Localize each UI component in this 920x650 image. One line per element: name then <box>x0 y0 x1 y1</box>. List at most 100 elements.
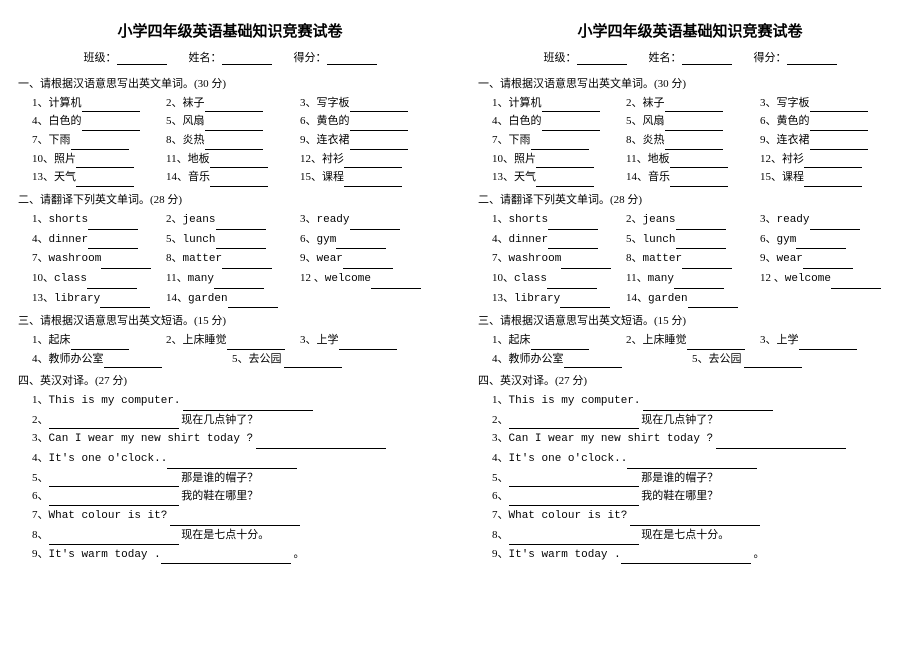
answer-blank[interactable] <box>49 415 179 429</box>
answer-blank[interactable] <box>643 397 773 411</box>
answer-blank[interactable] <box>183 397 313 411</box>
answer-blank[interactable] <box>76 154 134 168</box>
answer-blank[interactable] <box>542 98 600 112</box>
answer-blank[interactable] <box>216 235 266 249</box>
answer-blank[interactable] <box>71 336 129 350</box>
answer-blank[interactable] <box>88 235 138 249</box>
answer-blank[interactable] <box>205 136 263 150</box>
answer-blank[interactable] <box>343 255 393 269</box>
answer-blank[interactable] <box>100 294 150 308</box>
answer-blank[interactable] <box>344 173 402 187</box>
answer-blank[interactable] <box>170 512 300 526</box>
answer-blank[interactable] <box>205 117 263 131</box>
answer-blank[interactable] <box>214 275 264 289</box>
answer-blank[interactable] <box>561 255 611 269</box>
answer-blank[interactable] <box>665 117 723 131</box>
answer-blank[interactable] <box>167 455 297 469</box>
answer-blank[interactable] <box>670 154 728 168</box>
answer-blank[interactable] <box>205 98 263 112</box>
answer-blank[interactable] <box>536 173 594 187</box>
answer-blank[interactable] <box>536 154 594 168</box>
answer-blank[interactable] <box>76 173 134 187</box>
answer-blank[interactable] <box>344 154 402 168</box>
answer-blank[interactable] <box>49 473 179 487</box>
answer-blank[interactable] <box>339 336 397 350</box>
answer-blank[interactable] <box>87 275 137 289</box>
s2-item: 9、wear <box>300 249 434 269</box>
s4-item: 3、Can I wear my new shirt today ? <box>18 429 442 449</box>
answer-blank[interactable] <box>284 354 342 368</box>
answer-blank[interactable] <box>548 216 598 230</box>
answer-blank[interactable] <box>88 216 138 230</box>
answer-blank[interactable] <box>831 275 881 289</box>
answer-blank[interactable] <box>682 255 732 269</box>
answer-blank[interactable] <box>509 492 639 506</box>
answer-blank[interactable] <box>256 435 386 449</box>
class-blank[interactable] <box>577 51 627 65</box>
answer-blank[interactable] <box>548 235 598 249</box>
answer-blank[interactable] <box>804 154 862 168</box>
answer-blank[interactable] <box>796 235 846 249</box>
s4-item: 2、 现在几点钟了？ <box>478 411 902 430</box>
answer-blank[interactable] <box>509 415 639 429</box>
answer-blank[interactable] <box>336 235 386 249</box>
answer-blank[interactable] <box>665 98 723 112</box>
answer-blank[interactable] <box>676 235 726 249</box>
answer-blank[interactable] <box>799 336 857 350</box>
answer-blank[interactable] <box>210 173 268 187</box>
answer-blank[interactable] <box>665 136 723 150</box>
answer-blank[interactable] <box>71 136 129 150</box>
answer-blank[interactable] <box>104 354 162 368</box>
s1-item: 10、照片 <box>492 150 626 169</box>
name-blank[interactable] <box>222 51 272 65</box>
class-blank[interactable] <box>117 51 167 65</box>
score-blank[interactable] <box>327 51 377 65</box>
answer-blank[interactable] <box>531 136 589 150</box>
exam-title: 小学四年级英语基础知识竞赛试卷 <box>18 20 442 41</box>
answer-blank[interactable] <box>210 154 268 168</box>
answer-blank[interactable] <box>101 255 151 269</box>
s3-item: 5、去公园 <box>692 350 892 369</box>
answer-blank[interactable] <box>716 435 846 449</box>
answer-blank[interactable] <box>509 531 639 545</box>
answer-blank[interactable] <box>674 275 724 289</box>
answer-blank[interactable] <box>371 275 421 289</box>
answer-blank[interactable] <box>744 354 802 368</box>
answer-blank[interactable] <box>687 336 745 350</box>
answer-blank[interactable] <box>810 136 868 150</box>
answer-blank[interactable] <box>547 275 597 289</box>
answer-blank[interactable] <box>670 173 728 187</box>
answer-blank[interactable] <box>810 98 868 112</box>
answer-blank[interactable] <box>82 117 140 131</box>
answer-blank[interactable] <box>531 336 589 350</box>
answer-blank[interactable] <box>627 455 757 469</box>
answer-blank[interactable] <box>222 255 272 269</box>
answer-blank[interactable] <box>228 294 278 308</box>
answer-blank[interactable] <box>82 98 140 112</box>
score-blank[interactable] <box>787 51 837 65</box>
answer-blank[interactable] <box>810 117 868 131</box>
answer-blank[interactable] <box>49 531 179 545</box>
answer-blank[interactable] <box>542 117 600 131</box>
answer-blank[interactable] <box>688 294 738 308</box>
answer-blank[interactable] <box>564 354 622 368</box>
answer-blank[interactable] <box>560 294 610 308</box>
answer-blank[interactable] <box>350 216 400 230</box>
answer-blank[interactable] <box>350 136 408 150</box>
answer-blank[interactable] <box>509 473 639 487</box>
answer-blank[interactable] <box>161 550 291 564</box>
answer-blank[interactable] <box>810 216 860 230</box>
s2-item: 13、library <box>492 289 626 309</box>
answer-blank[interactable] <box>803 255 853 269</box>
answer-blank[interactable] <box>49 492 179 506</box>
answer-blank[interactable] <box>630 512 760 526</box>
s2-item: 5、lunch <box>626 230 760 250</box>
answer-blank[interactable] <box>350 98 408 112</box>
answer-blank[interactable] <box>216 216 266 230</box>
name-blank[interactable] <box>682 51 732 65</box>
answer-blank[interactable] <box>350 117 408 131</box>
answer-blank[interactable] <box>804 173 862 187</box>
answer-blank[interactable] <box>227 336 285 350</box>
answer-blank[interactable] <box>676 216 726 230</box>
answer-blank[interactable] <box>621 550 751 564</box>
